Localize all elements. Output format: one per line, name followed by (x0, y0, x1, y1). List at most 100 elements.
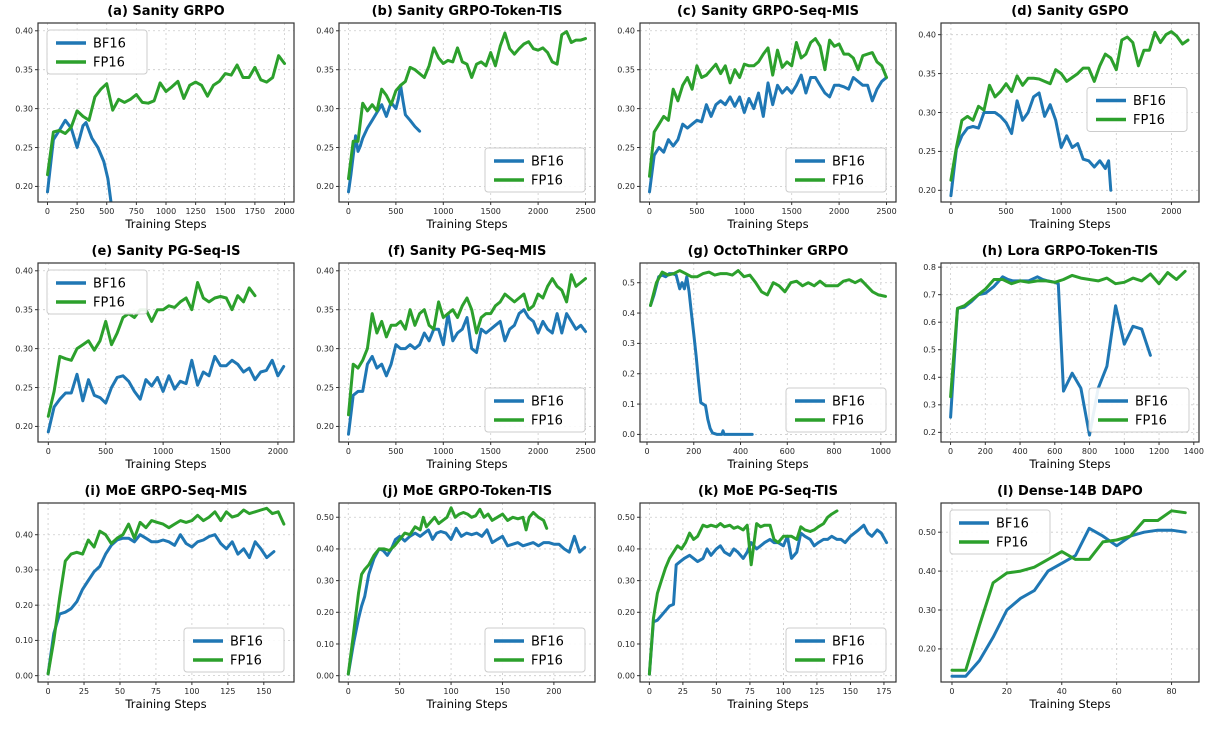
y-tick-label: 0.40 (15, 27, 33, 36)
x-tick-label: 600 (780, 447, 795, 456)
y-tick-label: 0.40 (316, 545, 334, 554)
y-tick-label: 0.00 (617, 671, 635, 680)
legend-label-fp16: FP16 (531, 414, 563, 429)
line-fp16-g (649, 269, 887, 307)
legend-label-bf16: BF16 (230, 635, 263, 650)
y-tick-label: 0.7 (923, 290, 936, 299)
y-tick-label: 0.20 (918, 186, 936, 195)
x-axis-label: Training Steps (1028, 217, 1110, 231)
legend-e: BF16 FP16 (46, 269, 148, 315)
y-tick-label: 0.4 (622, 309, 635, 318)
chart-title: (b) Sanity GRPO-Token-TIS (372, 4, 563, 19)
y-tick-label: 0.25 (15, 383, 33, 392)
y-tick-label: 0.25 (15, 143, 33, 152)
legend-label-fp16: FP16 (996, 536, 1028, 551)
line-fp16-c (648, 37, 888, 178)
x-axis-label: Training Steps (124, 457, 206, 471)
subplot-c: 0 500 1000 1500 2000 2500 0.20 0.25 0.30 0.35 0.40… (602, 0, 903, 240)
x-tick-label: 1000 (153, 447, 173, 456)
x-tick-label: 0 (346, 207, 351, 216)
y-tick-label: 0.35 (15, 305, 33, 314)
legend-label-bf16: BF16 (93, 37, 126, 52)
x-tick-label: 60 (1112, 687, 1122, 696)
subplot-d: 0 500 1000 1500 2000 0.20 0.25 0.30 0.35 0.40 (d) … (903, 0, 1206, 240)
y-tick-label: 0.4 (923, 373, 936, 382)
x-tick-label: 500 (99, 207, 114, 216)
x-tick-label: 2000 (274, 207, 294, 216)
chart-k: 0 25 50 75 100 125 150 175 0.00 0.10 0.20 0.30 0.40 0… (617, 484, 897, 711)
legend-label-fp16: FP16 (93, 296, 125, 311)
line-bf16-k (647, 523, 889, 676)
line-fp16-e (46, 281, 257, 418)
y-tick-label: 0.40 (918, 567, 936, 576)
x-tick-label: 200 (686, 447, 701, 456)
x-tick-label: 125 (809, 687, 824, 696)
y-tick-label: 0.20 (617, 182, 635, 191)
legend-label-bf16: BF16 (1135, 395, 1168, 410)
x-tick-label: 500 (998, 207, 1013, 216)
x-tick-label: 1750 (245, 207, 265, 216)
legend-label-bf16: BF16 (996, 517, 1029, 532)
legend-label-fp16: FP16 (832, 174, 864, 189)
line-fp16-f (347, 273, 587, 417)
y-tick-label: 0.5 (622, 279, 635, 288)
y-tick-label: 0.3 (923, 401, 936, 410)
y-tick-label: 0.30 (316, 344, 334, 353)
y-tick-label: 0.40 (316, 267, 334, 276)
x-tick-label: 1000 (156, 207, 176, 216)
x-tick-label: 75 (151, 687, 161, 696)
x-tick-label: 0 (949, 687, 954, 696)
y-tick-label: 0.30 (316, 104, 334, 113)
legend-label-fp16: FP16 (531, 654, 563, 669)
line-fp16-b (347, 30, 587, 181)
x-tick-label: 2500 (575, 207, 595, 216)
chart-title: (f) Sanity PG-Seq-MIS (388, 244, 547, 259)
y-tick-label: 0.35 (15, 65, 33, 74)
chart-title: (e) Sanity PG-Seq-IS (92, 244, 241, 259)
chart-title: (k) MoE PG-Seq-TIS (698, 484, 838, 499)
x-axis-label: Training Steps (726, 457, 808, 471)
y-tick-label: 0.5 (923, 346, 936, 355)
legend-j: BF16 FP16 (484, 627, 586, 673)
x-axis-label: Training Steps (1028, 697, 1110, 711)
x-tick-label: 0 (948, 447, 953, 456)
x-tick-label: 25 (79, 687, 89, 696)
line-fp16-k (647, 509, 839, 676)
y-tick-label: 0.40 (15, 267, 33, 276)
x-tick-label: 1400 (1184, 447, 1204, 456)
x-tick-label: 2000 (829, 207, 849, 216)
line-bf16-j (346, 526, 587, 676)
y-tick-label: 0.40 (918, 30, 936, 39)
subplot-f: 0 500 1000 1500 2000 2500 0.20 0.25 0.30 0.35 0.40… (301, 240, 602, 480)
y-tick-label: 0.0 (622, 430, 635, 439)
x-tick-label: 50 (711, 687, 721, 696)
y-tick-label: 0.50 (316, 513, 334, 522)
x-tick-label: 0 (647, 207, 652, 216)
x-tick-label: 100 (443, 687, 458, 696)
legend-label-bf16: BF16 (531, 395, 564, 410)
x-tick-label: 1200 (1149, 447, 1169, 456)
x-axis-label: Training Steps (425, 217, 507, 231)
line-bf16-i (46, 533, 276, 676)
x-tick-label: 2500 (575, 447, 595, 456)
x-tick-label: 1500 (481, 447, 501, 456)
y-tick-label: 0.35 (316, 305, 334, 314)
x-tick-label: 500 (98, 447, 113, 456)
y-tick-label: 0.10 (15, 636, 33, 645)
y-tick-label: 0.2 (923, 428, 936, 437)
x-tick-label: 750 (129, 207, 144, 216)
legend-label-bf16: BF16 (531, 635, 564, 650)
x-tick-label: 1500 (481, 207, 501, 216)
y-tick-label: 0.40 (316, 27, 334, 36)
legend-label-bf16: BF16 (1133, 94, 1166, 109)
legend-k: BF16 FP16 (785, 627, 887, 673)
x-tick-label: 50 (395, 687, 405, 696)
x-tick-label: 150 (495, 687, 510, 696)
x-tick-label: 1000 (1114, 447, 1134, 456)
legend-label-fp16: FP16 (832, 654, 864, 669)
chart-title: (a) Sanity GRPO (107, 4, 225, 19)
x-tick-label: 80 (1166, 687, 1176, 696)
y-tick-label: 0.30 (918, 108, 936, 117)
legend-label-fp16: FP16 (1135, 414, 1167, 429)
chart-title: (d) Sanity GSPO (1011, 4, 1128, 19)
